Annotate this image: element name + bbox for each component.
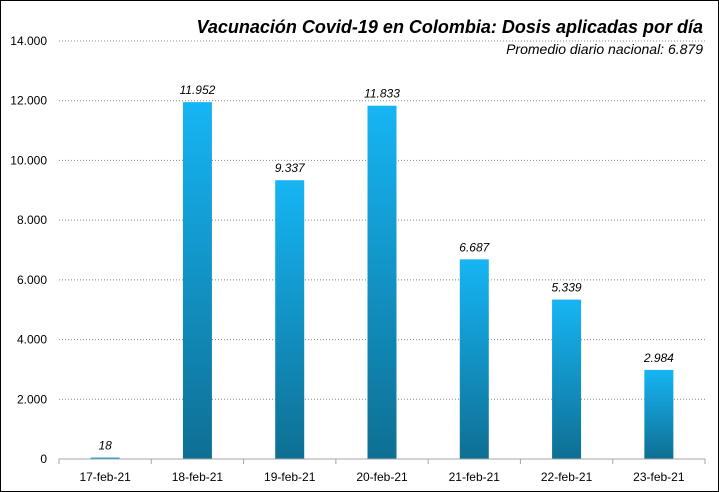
y-tick-label: 4.000 [17, 333, 47, 347]
chart-subtitle: Promedio diario nacional: 6.879 [506, 41, 703, 57]
y-axis: 0 2.000 4.000 6.000 8.000 10.000 12.000 14.000 [10, 34, 47, 466]
chart-title: Vacunación Covid-19 en Colombia: Dosis a… [197, 17, 703, 37]
bar-18-feb-21 [182, 102, 212, 459]
data-labels: 18 11.952 9.337 11.833 6.687 5.339 2.984 [98, 83, 674, 452]
y-tick-label: 2.000 [17, 392, 47, 406]
x-tick-label: 23-feb-21 [633, 470, 685, 484]
data-label: 6.687 [459, 240, 490, 254]
data-label: 5.339 [552, 281, 582, 295]
y-tick-label: 0 [40, 452, 47, 466]
data-label: 11.833 [364, 87, 400, 101]
y-tick-label: 6.000 [17, 273, 47, 287]
bar-20-feb-21 [367, 105, 397, 459]
bar-22-feb-21 [552, 299, 582, 459]
x-tick-label: 20-feb-21 [356, 470, 408, 484]
y-tick-label: 14.000 [10, 34, 47, 48]
data-label: 2.984 [643, 351, 674, 365]
bars [90, 102, 674, 459]
data-label: 18 [98, 439, 112, 453]
x-tick-label: 19-feb-21 [264, 470, 316, 484]
y-tick-label: 12.000 [10, 94, 47, 108]
x-tick-label: 21-feb-21 [449, 470, 501, 484]
bar-17-feb-21 [90, 457, 120, 459]
x-tick-label: 18-feb-21 [172, 470, 224, 484]
bar-21-feb-21 [459, 259, 489, 459]
bar-23-feb-21 [644, 369, 674, 459]
x-tick-label: 17-feb-21 [79, 470, 131, 484]
data-label: 9.337 [275, 161, 306, 175]
x-tick-label: 22-feb-21 [541, 470, 593, 484]
y-tick-label: 8.000 [17, 213, 47, 227]
bar-19-feb-21 [275, 180, 305, 459]
data-label: 11.952 [180, 83, 216, 97]
x-axis: 17-feb-21 18-feb-21 19-feb-21 20-feb-21 21-f… [58, 458, 706, 484]
y-tick-label: 10.000 [10, 153, 47, 167]
